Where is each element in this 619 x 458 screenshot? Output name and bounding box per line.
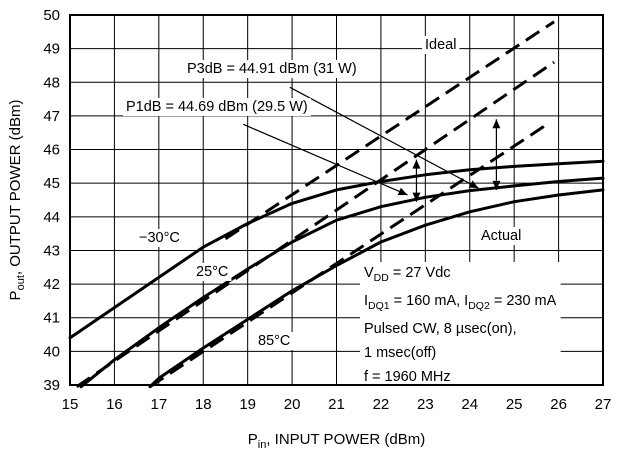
condition-idq: IDQ1 = 160 mA, IDQ2 = 230 mA (364, 293, 557, 312)
condition-pulse: Pulsed CW, 8 µsec(on), (364, 321, 517, 337)
p1db-leader-arrow-head (397, 187, 408, 196)
p3db-compression-marker-tail (492, 119, 501, 129)
p1db-label: P1dB = 44.69 dBm (29.5 W) (126, 99, 308, 115)
ideal-label: Ideal (425, 37, 456, 53)
condition-frequency: f = 1960 MHz (364, 369, 451, 385)
x-tick-label: 23 (417, 396, 434, 413)
y-tick-label: 45 (43, 175, 60, 192)
ideal-line-ideal (224, 20, 555, 240)
x-tick-label: 25 (506, 396, 523, 413)
ideal-label-background (422, 36, 460, 54)
x-tick-label: 19 (239, 396, 256, 413)
y-tick-label: 42 (43, 276, 60, 293)
y-tick-label: 48 (43, 74, 60, 91)
x-tick-label: 27 (595, 396, 612, 413)
cold-label-background (136, 229, 183, 247)
temp-85-label: 85°C (258, 333, 290, 349)
x-tick-label: 20 (284, 396, 301, 413)
temp-25-label: 25°C (196, 264, 228, 280)
hot-label-background (255, 332, 294, 350)
p3db-leader-arrow-line (289, 86, 479, 189)
x-tick-label: 26 (550, 396, 567, 413)
y-tick-label: 49 (43, 41, 60, 58)
actual-curve-30c (68, 159, 605, 340)
actual-curve-25c (79, 176, 605, 389)
p3db-compression-marker-head (492, 180, 501, 190)
y-tick-label: 40 (43, 343, 60, 360)
actual-curve-85c (148, 188, 605, 389)
room-label-background (193, 263, 232, 281)
p3db-label-background (184, 60, 360, 78)
x-tick-label: 22 (373, 396, 390, 413)
temp-minus30-label: −30°C (139, 230, 180, 246)
y-tick-label: 50 (43, 7, 60, 24)
x-tick-label: 21 (328, 396, 345, 413)
actual-label-background (478, 227, 525, 245)
p3db-leader-arrow-head (468, 180, 479, 189)
x-tick-label: 17 (150, 396, 167, 413)
y-tick-label: 47 (43, 108, 60, 125)
ideal-line-ideal (149, 121, 551, 388)
p1db-label-background (123, 98, 311, 116)
ideal-line-ideal (75, 60, 555, 388)
x-tick-label: 18 (195, 396, 212, 413)
x-axis-title: Pin, INPUT POWER (dBm) (248, 431, 425, 451)
condition-vdd: VDD = 27 Vdc (364, 265, 451, 284)
p1db-compression-marker-tail (412, 159, 421, 169)
x-tick-label: 16 (106, 396, 123, 413)
p1db-compression-marker-head (412, 192, 421, 202)
x-tick-label: 15 (62, 396, 79, 413)
tick-labels: 15 16 17 18 19 20 21 22 23 24 25 26 27 39 40 41 42 43 44 45… (43, 7, 611, 413)
y-axis-title: Pout, OUTPUT POWER (dBm) (7, 100, 27, 301)
condition-period: 1 msec(off) (364, 345, 436, 361)
annotation-labels: Ideal P3dB = 44.91 dBm (31 W) P1dB = 44.… (123, 36, 561, 385)
plot-frame (69, 14, 604, 386)
y-tick-label: 43 (43, 242, 60, 259)
actual-label: Actual (481, 228, 521, 244)
y-tick-label: 41 (43, 310, 60, 327)
y-tick-label: 46 (43, 142, 60, 159)
y-tick-label: 39 (43, 377, 60, 394)
arrow-layer (242, 86, 501, 202)
y-tick-label: 44 (43, 209, 60, 226)
p1db-leader-arrow-line (242, 123, 408, 196)
conditions-background (360, 262, 561, 384)
curve-layer (68, 20, 605, 389)
x-tick-label: 24 (461, 396, 478, 413)
p3db-label: P3dB = 44.91 dBm (31 W) (187, 61, 357, 77)
